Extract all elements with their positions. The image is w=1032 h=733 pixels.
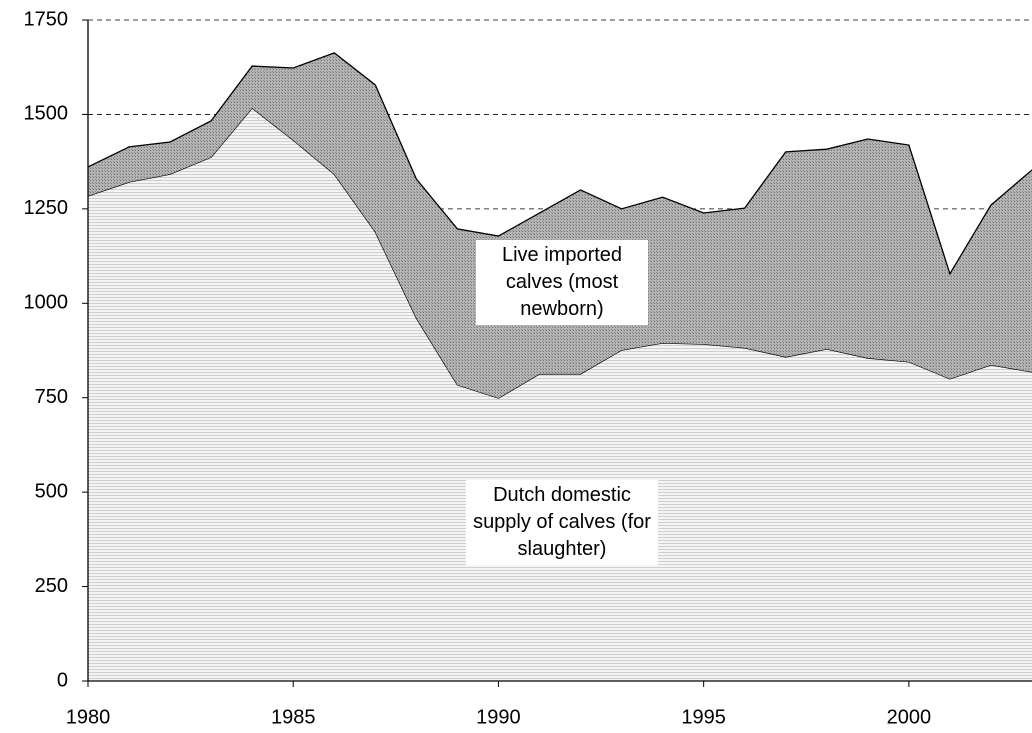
area-outline — [87, 52, 1032, 276]
area-label: Dutch domestic supply of calves (for sla… — [466, 480, 658, 565]
x-tick-label: 1980 — [66, 706, 111, 728]
x-tick-label: 1995 — [681, 706, 726, 728]
y-tick-label: 0 — [57, 669, 68, 691]
y-tick-label: 750 — [35, 386, 68, 408]
y-tick-label: 500 — [35, 480, 68, 502]
y-tick-label: 1000 — [24, 292, 69, 314]
y-tick-label: 1250 — [24, 197, 69, 219]
area — [88, 52, 1032, 399]
y-tick-label: 1750 — [24, 8, 69, 30]
y-tick-label: 250 — [35, 575, 68, 597]
x-tick-label: 1985 — [271, 706, 316, 728]
area — [88, 108, 1032, 681]
area-label: Live imported calves (most newborn) — [476, 240, 648, 325]
x-tick-label: 2000 — [887, 706, 932, 728]
x-tick-label: 1990 — [476, 706, 521, 728]
y-tick-label: 1500 — [24, 103, 69, 125]
